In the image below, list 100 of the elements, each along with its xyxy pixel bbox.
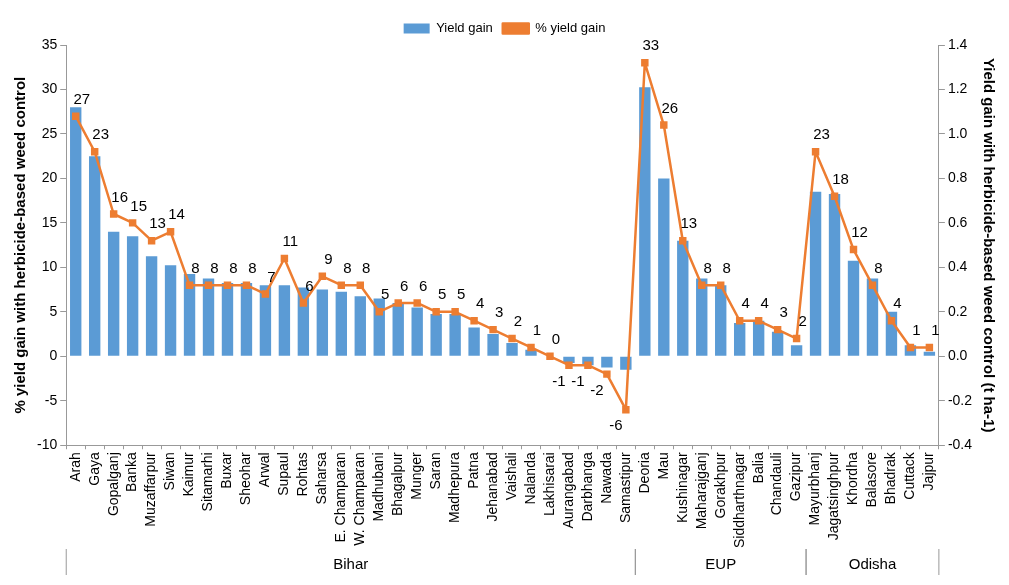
data-label: -1 xyxy=(552,371,566,389)
x-tick-label: Khordha xyxy=(844,452,861,506)
data-label: 4 xyxy=(475,294,485,312)
point xyxy=(280,254,289,263)
bar xyxy=(259,285,272,356)
x-tick-label: Jagatsinghpur xyxy=(825,451,842,541)
x-tick-label: Lakhisarai xyxy=(540,452,557,517)
bar xyxy=(278,285,291,356)
data-label: 16 xyxy=(111,187,128,205)
bar xyxy=(677,240,689,356)
bar xyxy=(392,302,404,356)
point xyxy=(223,281,232,289)
point xyxy=(451,308,459,316)
point xyxy=(565,361,573,369)
y-tick-label: 25 xyxy=(41,124,58,141)
x-tick-label: Madhubani xyxy=(370,452,387,522)
y2-tick-label: -0.4 xyxy=(947,436,973,453)
data-label: 8 xyxy=(248,258,257,276)
data-label: 14 xyxy=(168,205,185,223)
point xyxy=(641,59,649,67)
data-label: 8 xyxy=(210,258,219,276)
text: Odisha xyxy=(848,555,897,573)
data-label: 8 xyxy=(874,258,883,276)
point xyxy=(375,308,383,316)
x-tick-label: Banka xyxy=(123,452,140,492)
data-label: 6 xyxy=(305,276,314,294)
data-label: 27 xyxy=(73,89,91,107)
x-tick-label: Siddharthnagar xyxy=(730,451,747,549)
x-tick-label: Chandauli xyxy=(768,452,785,516)
x-tick-label: Siwan xyxy=(161,452,178,491)
data-label: 2 xyxy=(513,312,523,330)
bar xyxy=(809,191,822,356)
point xyxy=(413,299,421,307)
bar xyxy=(70,107,82,356)
text: EUP xyxy=(705,555,737,573)
bar xyxy=(354,296,366,356)
y-tick-label: 15 xyxy=(41,213,58,230)
y-tick-label: 35 xyxy=(41,35,58,52)
point xyxy=(394,299,402,307)
point xyxy=(470,317,478,325)
text: Bihar xyxy=(333,555,369,573)
x-tick-label: Jehanabad xyxy=(483,452,500,522)
y-tick-label: 5 xyxy=(49,302,58,319)
point xyxy=(147,236,156,245)
bar xyxy=(639,87,651,356)
bar xyxy=(771,331,784,356)
bar xyxy=(107,231,120,356)
bar xyxy=(335,291,347,356)
data-label: 8 xyxy=(362,258,371,276)
data-label: 1 xyxy=(912,321,921,339)
point xyxy=(489,325,497,334)
point xyxy=(830,192,839,200)
data-label: 3 xyxy=(494,303,504,321)
point xyxy=(887,317,896,325)
bar xyxy=(923,351,936,356)
point xyxy=(109,210,118,218)
x-tick-label: Aurangabad xyxy=(559,452,576,529)
y-tick-label: 0 xyxy=(49,347,58,364)
point xyxy=(356,281,364,289)
legend-label: Yield gain xyxy=(436,20,493,36)
point xyxy=(584,361,592,369)
x-tick-label: Samastipur xyxy=(616,451,633,524)
data-label: 5 xyxy=(437,285,447,303)
data-label: 26 xyxy=(661,98,679,116)
data-label: 4 xyxy=(741,294,750,312)
y-tick-label: 30 xyxy=(41,80,58,97)
x-tick-label: Nawada xyxy=(597,452,614,504)
x-tick-label: Bhagalpur xyxy=(389,451,406,517)
data-label: 8 xyxy=(722,258,731,276)
point xyxy=(90,148,99,156)
point xyxy=(185,281,194,289)
x-tick-label: Nalanda xyxy=(521,452,538,505)
data-label: 7 xyxy=(267,267,276,285)
data-label: 11 xyxy=(282,232,299,250)
point xyxy=(925,343,934,352)
point xyxy=(622,405,630,414)
data-label: -2 xyxy=(590,380,604,398)
y2-tick-label: 1.4 xyxy=(947,35,968,52)
x-tick-label: Sitamarhi xyxy=(199,452,216,512)
y2-axis-title: Yield gain with herbicide-based weed control (t ha-1) xyxy=(980,57,998,433)
x-tick-label: Muzaffarpur xyxy=(142,451,159,527)
y-tick-label: -5 xyxy=(44,391,58,408)
x-tick-label: Bhadrak xyxy=(882,451,899,505)
x-tick-label: Arwal xyxy=(256,452,273,488)
bar xyxy=(316,289,329,356)
point xyxy=(754,317,763,325)
x-tick-label: Gopalganj xyxy=(104,452,121,517)
bar xyxy=(658,178,670,356)
point xyxy=(773,325,782,334)
bar xyxy=(240,282,253,356)
point xyxy=(204,281,213,289)
x-tick-label: Gazipur xyxy=(787,451,804,502)
bar xyxy=(847,260,860,356)
x-tick-label: W. Champaran xyxy=(351,452,368,546)
y2-tick-label: 0.0 xyxy=(947,347,968,364)
point xyxy=(716,281,725,289)
point xyxy=(527,343,535,352)
data-label: 33 xyxy=(642,36,660,54)
bar xyxy=(202,278,215,356)
point xyxy=(735,317,744,325)
